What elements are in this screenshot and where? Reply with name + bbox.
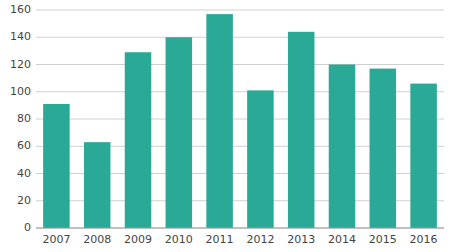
x-tick-label: 2011: [206, 233, 234, 246]
grid-line: [36, 37, 444, 38]
x-tick-label: 2014: [328, 233, 356, 246]
y-tick-label: 140: [10, 30, 31, 43]
x-tick-label: 2009: [124, 233, 152, 246]
bar: [370, 69, 397, 228]
y-tick-label: 80: [17, 112, 31, 125]
x-tick-label: 2007: [42, 233, 70, 246]
y-tick-label: 100: [10, 85, 31, 98]
grid-line: [36, 10, 444, 11]
chart-container: 0 20 40 60 80 100 120 140 160 2007 2008 2009 2010 201…: [0, 0, 454, 252]
x-axis-line: [36, 228, 444, 229]
y-tick-label: 60: [17, 139, 31, 152]
y-grid: [36, 10, 444, 228]
bars: [43, 14, 437, 228]
x-tick-label: 2010: [165, 233, 193, 246]
bar: [410, 84, 437, 228]
bar: [206, 14, 233, 228]
x-tick-label: 2016: [410, 233, 438, 246]
x-tick-label: 2015: [369, 233, 397, 246]
x-axis: 2007 2008 2009 2010 2011 2012 2013 2014 2015 2016: [42, 233, 437, 246]
bar: [166, 37, 193, 228]
y-tick-label: 20: [17, 194, 31, 207]
x-tick-label: 2013: [287, 233, 315, 246]
x-tick-label: 2012: [246, 233, 274, 246]
y-tick-label: 160: [10, 3, 31, 16]
y-tick-label: 120: [10, 58, 31, 71]
x-tick-label: 2008: [83, 233, 111, 246]
bar: [125, 52, 152, 228]
bar: [329, 65, 356, 229]
grid-line: [36, 228, 444, 229]
bar: [288, 32, 315, 228]
bar: [43, 104, 70, 228]
bar: [84, 142, 111, 228]
chart-svg: 0 20 40 60 80 100 120 140 160 2007 2008 2009 2010 201…: [0, 0, 454, 252]
bar: [247, 90, 274, 228]
grid-line: [36, 64, 444, 65]
y-tick-label: 0: [24, 221, 31, 234]
y-axis: 0 20 40 60 80 100 120 140 160: [10, 3, 31, 234]
y-tick-label: 40: [17, 167, 31, 180]
